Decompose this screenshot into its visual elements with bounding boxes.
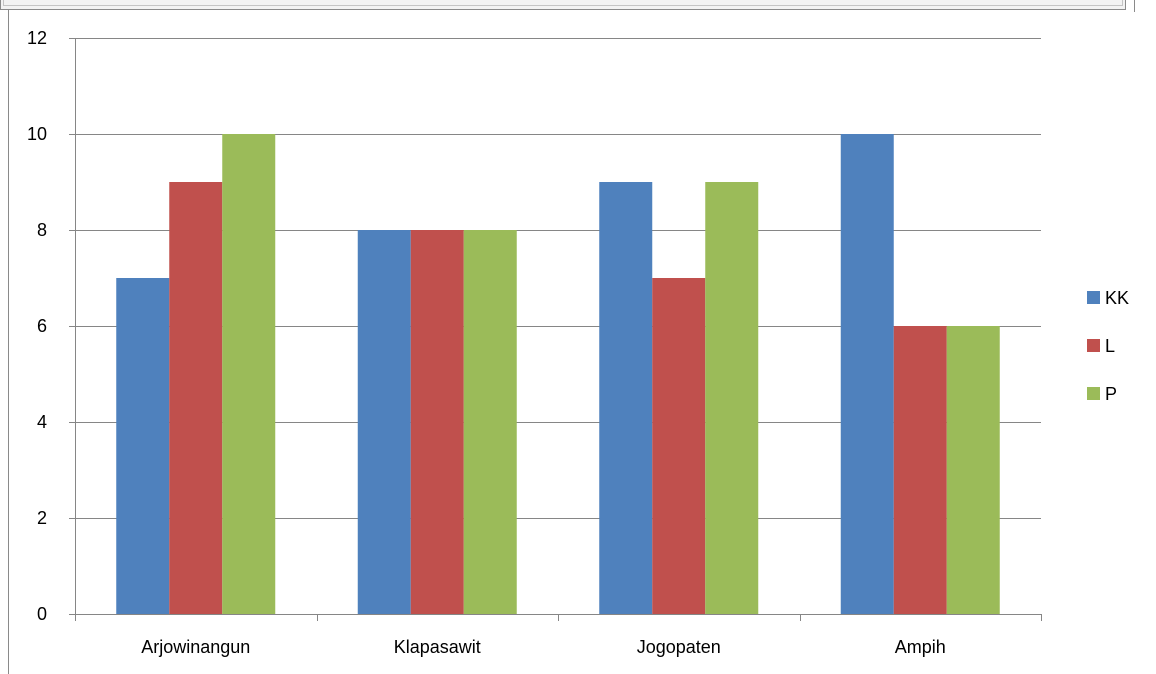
y-tick-label: 10 xyxy=(27,124,47,144)
chart-border-right xyxy=(1134,0,1135,12)
bar-p-ampih xyxy=(946,326,1000,614)
window-frame-inner xyxy=(3,0,1123,6)
bars xyxy=(116,134,1000,614)
y-tick-label: 6 xyxy=(37,316,47,336)
x-category-label: Klapasawit xyxy=(394,637,481,657)
bar-kk-klapasawit xyxy=(357,230,411,614)
y-tick-labels: 0 2 4 6 8 10 12 xyxy=(27,28,47,624)
legend: KK L P xyxy=(1087,288,1129,404)
legend-swatch-l xyxy=(1087,339,1100,352)
y-tick-label: 2 xyxy=(37,508,47,528)
bar-p-klapasawit xyxy=(463,230,517,614)
bar-kk-ampih xyxy=(840,134,894,614)
legend-label-l: L xyxy=(1105,336,1115,356)
y-tick-label: 8 xyxy=(37,220,47,240)
bar-kk-arjowinangun xyxy=(116,278,170,614)
bar-l-klapasawit xyxy=(410,230,464,614)
bar-l-arjowinangun xyxy=(169,182,223,614)
bar-kk-jogopaten xyxy=(599,182,653,614)
legend-label-p: P xyxy=(1105,384,1117,404)
legend-swatch-kk xyxy=(1087,291,1100,304)
bar-l-ampih xyxy=(893,326,947,614)
x-category-labels: Arjowinangun Klapasawit Jogopaten Ampih xyxy=(141,637,946,657)
bar-p-arjowinangun xyxy=(222,134,276,614)
x-category-label: Arjowinangun xyxy=(141,637,250,657)
legend-label-kk: KK xyxy=(1105,288,1129,308)
window-frame-top xyxy=(0,0,1126,10)
y-tick-label: 12 xyxy=(27,28,47,48)
y-tick-label: 4 xyxy=(37,412,47,432)
legend-swatch-p xyxy=(1087,387,1100,400)
x-category-label: Jogopaten xyxy=(637,637,721,657)
bar-l-jogopaten xyxy=(652,278,706,614)
bar-p-jogopaten xyxy=(705,182,759,614)
y-tick-label: 0 xyxy=(37,604,47,624)
chart-border-left xyxy=(8,10,9,674)
axes xyxy=(69,38,1042,621)
x-category-label: Ampih xyxy=(895,637,946,657)
